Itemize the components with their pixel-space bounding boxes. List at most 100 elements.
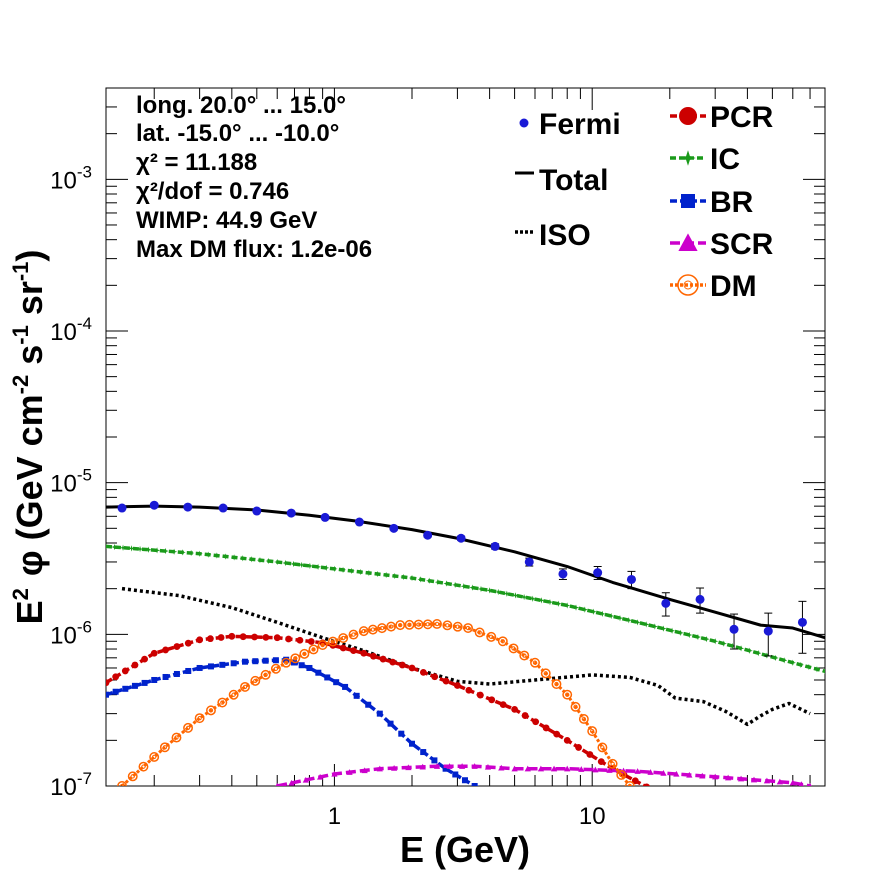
series-dm-marker xyxy=(358,626,369,637)
series-dm-marker-inner xyxy=(293,656,298,661)
series-dm-marker-ring xyxy=(117,781,127,786)
series-ic-marker xyxy=(331,565,338,573)
series-br-marker xyxy=(420,749,427,756)
series-dm-marker xyxy=(497,636,508,647)
series-ic-marker xyxy=(729,642,736,650)
legend-item-br: BR xyxy=(670,186,754,219)
legend-symbol xyxy=(680,150,696,166)
series-dm-marker-ring xyxy=(250,675,261,686)
series-scr-marker xyxy=(498,764,505,771)
series-dm-marker-inner xyxy=(522,653,527,658)
series-scr-marker xyxy=(390,764,398,771)
series-pcr-marker xyxy=(206,635,214,643)
x-tick-label: 1 xyxy=(328,803,341,830)
series-ic-marker xyxy=(512,592,519,599)
series-dm-marker-inner xyxy=(273,666,279,671)
series-pcr-marker xyxy=(370,652,377,660)
series-dm-marker xyxy=(474,627,485,638)
series-pcr-marker xyxy=(228,632,236,640)
series-dm-marker-ring xyxy=(358,626,369,637)
series-ic-marker xyxy=(772,654,779,662)
series-dm-marker xyxy=(562,689,573,700)
series-ic-marker xyxy=(546,598,554,606)
series-ic-marker xyxy=(348,567,355,575)
series-pcr-marker xyxy=(442,677,450,685)
series-scr-marker xyxy=(361,767,368,774)
series-dm-marker-ring xyxy=(217,697,228,708)
series-br-marker xyxy=(106,691,109,698)
series-pcr-marker xyxy=(553,730,561,738)
series-ic-marker xyxy=(581,606,588,613)
series-dm-marker-ring xyxy=(127,771,138,782)
series-scr-marker xyxy=(331,770,338,777)
series-ic-marker xyxy=(282,559,289,567)
series-dm-marker xyxy=(338,633,349,644)
series-ic-marker xyxy=(529,595,536,602)
series-ic-marker xyxy=(668,627,676,634)
series-dm-marker xyxy=(432,619,442,629)
series-ic-marker xyxy=(248,556,255,563)
series-ic-marker xyxy=(426,577,433,584)
legend-label: DM xyxy=(710,270,757,303)
series-dm-marker-inner xyxy=(263,672,268,677)
series-br-marker xyxy=(353,692,360,699)
series-br-marker xyxy=(262,657,269,664)
series-ic-marker xyxy=(813,666,821,673)
series-scr xyxy=(275,763,812,786)
info-line: long. 20.0° ... 15.0° xyxy=(136,92,346,119)
series-dm-marker-ring xyxy=(367,624,378,635)
series-dm-marker-ring xyxy=(270,663,281,674)
series-scr-marker xyxy=(647,769,654,775)
series-scr-marker xyxy=(316,773,324,780)
series-pcr-marker xyxy=(398,661,406,669)
info-line: χ²/dof = 0.746 xyxy=(136,178,289,205)
info-line: lat. -15.0° ... -10.0° xyxy=(136,120,339,147)
series-ic-marker xyxy=(643,621,650,628)
series-pcr-marker xyxy=(173,643,181,650)
series-pcr-marker xyxy=(532,718,540,726)
series-dm-marker-inner xyxy=(455,624,460,629)
series-dm-marker xyxy=(327,636,338,647)
series-dm-marker-inner xyxy=(379,625,385,631)
info-line: Max DM flux: 1.2e-06 xyxy=(136,236,372,263)
series-dm-marker-ring xyxy=(587,726,598,737)
series-scr-marker xyxy=(686,771,693,778)
series-dm-marker xyxy=(127,771,138,782)
series-dm-marker-ring xyxy=(386,621,397,632)
series-total xyxy=(106,504,825,640)
series-dm-marker-ring xyxy=(442,620,453,631)
legend-item-dm: DM xyxy=(670,270,757,303)
legend-symbol-inner xyxy=(683,280,693,290)
series-dm-marker-inner xyxy=(302,651,307,657)
series-ic-marker xyxy=(755,650,762,657)
legend-item-iso: ISO xyxy=(515,219,591,252)
y-tick-label: 10-7 xyxy=(50,769,92,801)
series-br-marker xyxy=(431,757,438,764)
series-pcr-marker xyxy=(121,667,129,675)
legend-symbol xyxy=(519,118,529,128)
series-dm-marker-inner xyxy=(434,621,440,627)
series-br-marker xyxy=(173,670,180,677)
series-ic-marker xyxy=(712,638,719,645)
series-dm-marker xyxy=(616,769,627,780)
series-ic-marker xyxy=(239,555,246,562)
series-pcr-marker xyxy=(488,696,496,704)
series-ic-marker xyxy=(196,550,203,557)
series-iso xyxy=(121,586,811,727)
series-ic-marker xyxy=(391,572,398,580)
series-ic-marker xyxy=(452,581,459,588)
series-br-marker xyxy=(376,710,383,717)
series-scr-marker xyxy=(564,765,571,772)
series-scr-marker xyxy=(537,765,545,772)
series-ic-marker xyxy=(805,663,813,671)
series-pcr-marker xyxy=(251,633,258,641)
series-ic-marker xyxy=(599,610,606,618)
series-br-marker xyxy=(387,720,394,727)
series-ic-marker xyxy=(374,570,381,578)
series-dm-marker-inner xyxy=(320,642,325,648)
series-ic-marker xyxy=(417,576,424,583)
series-ic-marker xyxy=(781,657,788,664)
legend-item-fermi: Fermi xyxy=(519,108,621,141)
series-dm-marker-inner xyxy=(532,660,538,665)
series-dm-marker-inner xyxy=(619,772,624,778)
